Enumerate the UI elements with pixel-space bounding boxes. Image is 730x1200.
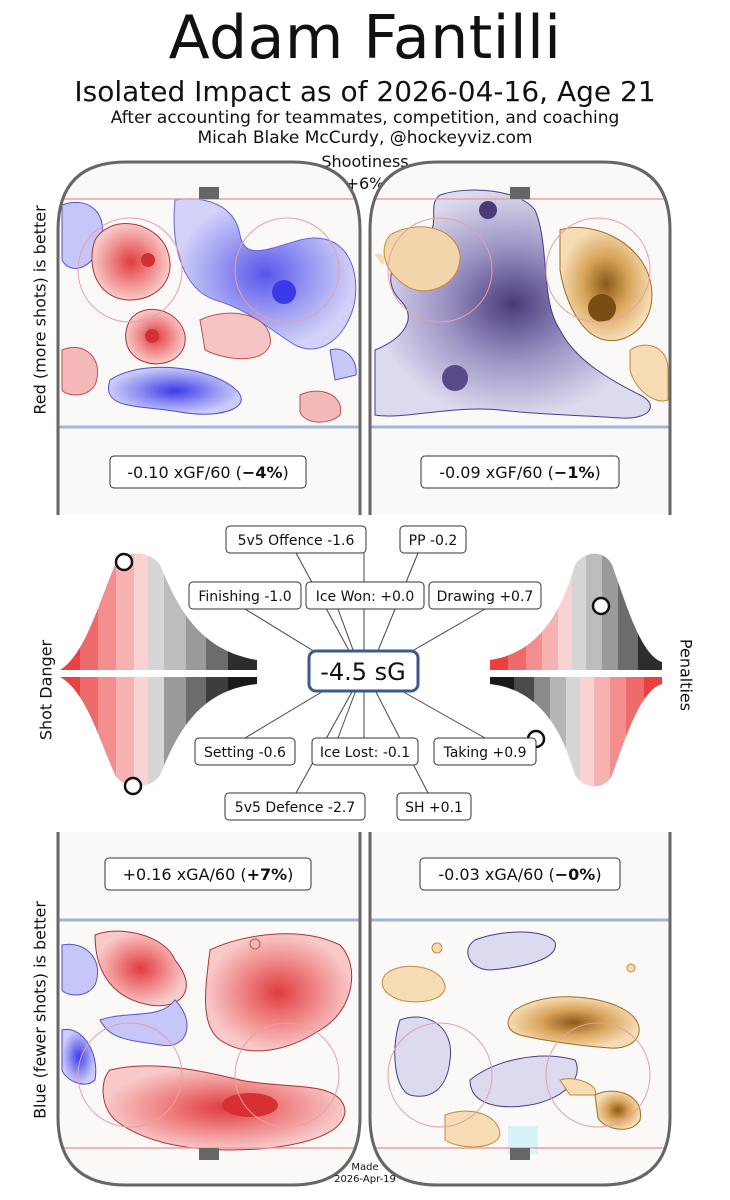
penalties-marker bbox=[591, 596, 611, 616]
axis-label-shot-danger: Shot Danger bbox=[36, 639, 56, 741]
rink-value-close: ) bbox=[595, 865, 601, 884]
rink-label-offence-5v5: -0.10 xGF/60 (−4%) bbox=[109, 455, 307, 489]
rink-value-pct: −1% bbox=[554, 463, 595, 482]
rink-value-close: ) bbox=[287, 865, 293, 884]
shootiness-value: +6% bbox=[345, 174, 385, 193]
component-pp: PP -0.2 bbox=[399, 525, 467, 554]
rink-label-defence-5v5: +0.16 xGA/60 (+7%) bbox=[104, 857, 312, 891]
component-label: Finishing -1.0 bbox=[198, 589, 291, 605]
rink-value-pct: −0% bbox=[555, 865, 596, 884]
shot-danger-marker bbox=[123, 776, 143, 796]
component-ice-lost: Ice Lost: -0.1 bbox=[311, 737, 419, 766]
component-sh: SH +0.1 bbox=[396, 792, 472, 821]
rink-defence-5v5 bbox=[58, 832, 360, 1185]
svg-text:-0.10 xGF/60 (−4%): -0.10 xGF/60 (−4%) bbox=[127, 463, 288, 482]
goal-net-icon bbox=[199, 1148, 219, 1160]
component-label: Drawing +0.7 bbox=[437, 589, 534, 605]
made-label: Made bbox=[351, 1162, 379, 1173]
center-sg-value: -4.5 sG bbox=[307, 649, 420, 693]
made-date: 2026-Apr-19 bbox=[334, 1174, 396, 1185]
rink-value-pct: −4% bbox=[242, 463, 283, 482]
component-label: Ice Won: +0.0 bbox=[316, 589, 415, 605]
axis-label-penalties: Penalties bbox=[676, 638, 696, 712]
component-offence-5v5: 5v5 Offence -1.6 bbox=[225, 525, 367, 554]
svg-text:+0.16 xGA/60 (+7%): +0.16 xGA/60 (+7%) bbox=[123, 865, 294, 884]
component-label: 5v5 Defence -2.7 bbox=[235, 800, 355, 816]
rink-label-defence-sh: -0.03 xGA/60 (−0%) bbox=[419, 857, 621, 891]
author-credit: Micah Blake McCurdy, @hockeyviz.com bbox=[197, 128, 533, 148]
shootiness-title: Shootiness bbox=[321, 152, 409, 171]
component-setting: Setting -0.6 bbox=[194, 737, 296, 766]
rink-value-text: -0.03 xGA/60 ( bbox=[438, 865, 554, 884]
method-note: After accounting for teammates, competit… bbox=[110, 108, 620, 128]
made-note: Made 2026-Apr-19 bbox=[330, 1162, 400, 1186]
page-title: Adam Fantilli bbox=[168, 3, 562, 73]
component-label: -4.5 sG bbox=[320, 658, 406, 686]
goal-net-icon bbox=[510, 187, 530, 199]
component-label: SH +0.1 bbox=[405, 800, 463, 816]
page-subtitle: Isolated Impact as of 2026-04-16, Age 21 bbox=[74, 75, 656, 108]
svg-text:-0.03 xGA/60 (−0%): -0.03 xGA/60 (−0%) bbox=[438, 865, 601, 884]
shot-danger-marker bbox=[114, 552, 134, 572]
rink-value-text: +0.16 xGA/60 ( bbox=[123, 865, 247, 884]
component-label: PP -0.2 bbox=[409, 533, 458, 549]
svg-text:-0.09 xGF/60 (−1%): -0.09 xGF/60 (−1%) bbox=[439, 463, 600, 482]
axis-label-bottom-left: Blue (fewer shots) is better bbox=[30, 901, 50, 1119]
rink-value-pct: +7% bbox=[247, 865, 288, 884]
component-ice-won: Ice Won: +0.0 bbox=[305, 581, 425, 610]
rink-value-text: -0.10 xGF/60 ( bbox=[127, 463, 242, 482]
rink-label-offence-pp: -0.09 xGF/60 (−1%) bbox=[420, 455, 620, 489]
rink-value-text: -0.09 xGF/60 ( bbox=[439, 463, 554, 482]
rink-value-close: ) bbox=[282, 463, 288, 482]
component-taking: Taking +0.9 bbox=[433, 737, 537, 766]
component-finishing: Finishing -1.0 bbox=[188, 581, 302, 610]
rink-value-close: ) bbox=[594, 463, 600, 482]
component-drawing: Drawing +0.7 bbox=[428, 581, 542, 610]
rink-defence-sh bbox=[370, 832, 670, 1185]
component-label: Setting -0.6 bbox=[204, 745, 286, 761]
goal-net-icon bbox=[199, 187, 219, 199]
goal-net-icon bbox=[510, 1148, 530, 1160]
component-label: 5v5 Offence -1.6 bbox=[238, 533, 355, 549]
shootiness-label: Shootiness +6% bbox=[0, 151, 730, 195]
component-defence-5v5: 5v5 Defence -2.7 bbox=[224, 792, 366, 821]
component-label: Ice Lost: -0.1 bbox=[320, 745, 410, 761]
axis-label-top-left: Red (more shots) is better bbox=[30, 205, 50, 415]
component-label: Taking +0.9 bbox=[442, 745, 526, 761]
